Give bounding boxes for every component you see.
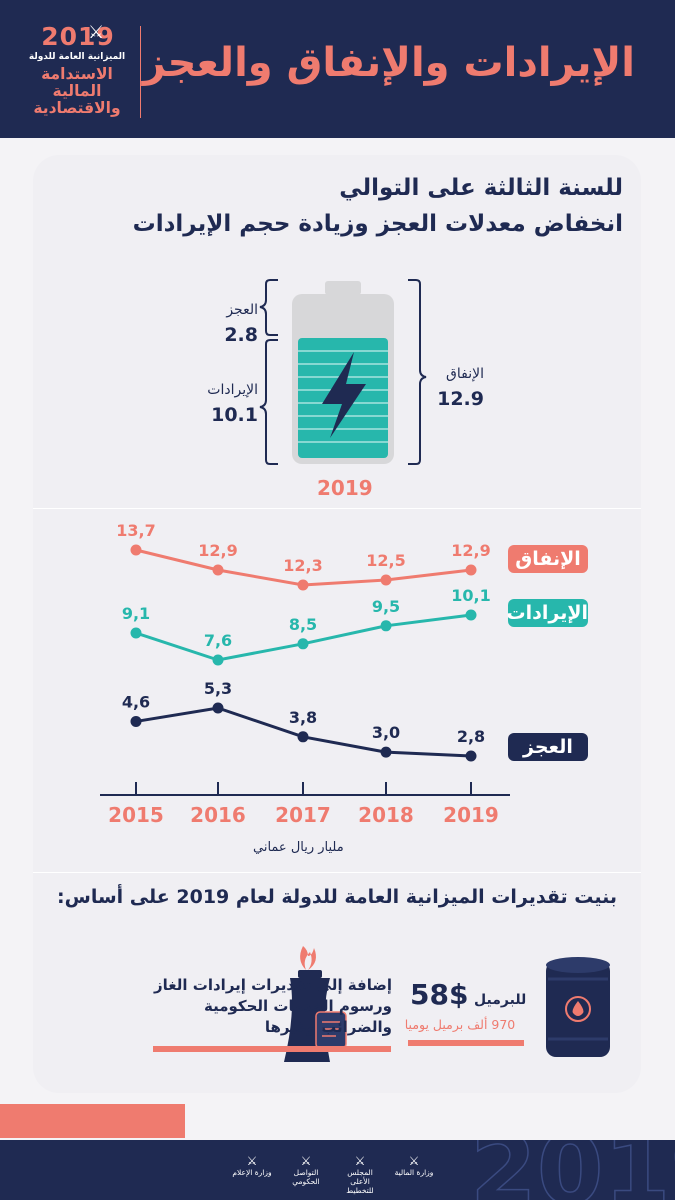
x-tick-label: 2019 [443,803,499,827]
oman-emblem-icon: ⚔ [88,22,105,43]
deficit-bracket [259,279,278,336]
deficit-label-group: العجز 2.8 [210,302,258,346]
data-point [212,564,224,576]
x-tick-label: 2018 [358,803,414,827]
data-label: 9,5 [372,597,400,616]
data-label: 5,3 [204,679,232,698]
x-tick-label: 2016 [190,803,246,827]
emblem-icon: ⚔ [408,1154,420,1168]
data-point [380,746,392,758]
price-unit: للبرميل [474,992,527,1008]
page-title: الإيرادات والإنفاق والعجز [142,40,635,86]
expenditure-value: 12.9 [437,388,484,410]
emblem-icon: ⚔ [300,1154,312,1168]
oil-price: للبرميل $58 [410,978,526,1011]
battery-year: 2019 [317,476,373,500]
ministry-planning: ⚔ المجلس الأعلى للتخطيط [338,1154,382,1195]
data-point [297,638,309,650]
deficit-label: العجز [226,302,258,318]
data-label: 8,5 [289,615,317,634]
subtitle-line-1: للسنة الثالثة على التوالي [339,175,623,201]
data-point [297,731,309,743]
revenue-label: الإيرادات [207,382,258,398]
price-value: $58 [410,978,469,1011]
emblem-icon: ⚔ [246,1154,258,1168]
legend-expenditure: الإنفاق [508,545,588,573]
deficit-value: 2.8 [224,324,258,346]
data-label: 12,5 [366,551,405,570]
data-point [380,574,392,586]
legend-deficit: العجز [508,733,588,761]
data-label: 10,1 [451,586,490,605]
accent-bar [408,1040,524,1046]
data-label: 13,7 [116,521,155,540]
legend-revenue: الإيرادات [507,599,588,627]
ministry-name: وزارة الإعلام [232,1168,272,1177]
header-banner: 2019 ⚔ الميزانية العامة للدولة الاستدامة… [0,0,675,138]
header-separator [140,26,141,118]
data-label: 4,6 [122,692,150,711]
battery-graphic [259,279,427,465]
logo-line-1: الاستدامة [41,65,113,83]
data-label: 3,0 [372,723,400,742]
data-label: 12,3 [283,556,322,575]
section-subtitle: للسنة الثالثة على التوالي انخفاض معدلات … [133,170,623,242]
logo-text: الاستدامة المالية والاقتصادية [18,66,136,117]
x-tick-label: 2017 [275,803,331,827]
battery-terminal [325,281,361,295]
logo-year: 2019 [41,22,115,51]
data-label: 12,9 [198,541,237,560]
data-point [297,579,309,591]
data-label: 3,8 [289,708,317,727]
barrels-per-day: 970 ألف برميل يوميا [404,1017,516,1032]
footer-year: 2019 [469,1140,675,1200]
subtitle-line-2: انخفاض معدلات العجز وزيادة حجم الإيرادات [132,211,623,237]
footer-accent [0,1104,185,1138]
logo-line-3: والاقتصادية [33,99,121,117]
basis-title: بنيت تقديرات الميزانية العامة للدولة لعا… [57,886,617,908]
expenditure-label-group: الإنفاق 12.9 [432,366,484,410]
revenue-label-group: الإيرادات 10.1 [190,382,258,426]
data-label: 2,8 [457,727,485,746]
data-point [465,750,477,762]
revenue-bracket [259,339,278,465]
ministry-name: المجلس الأعلى للتخطيط [346,1168,374,1195]
data-point [130,544,142,556]
footer: 2019 [0,1140,675,1200]
data-point [212,654,224,666]
section-divider [33,508,641,509]
data-point [212,702,224,714]
section-divider [33,872,641,873]
ministry-communication: ⚔ التواصل الحكومي [284,1154,328,1186]
x-tick-label: 2015 [108,803,164,827]
expenditure-label: الإنفاق [446,366,484,382]
line-chart: 13,7 12,9 12,3 12,5 12,9 9,1 7,6 8,5 9,5 10,1 4,6 5… [100,521,510,827]
revenue-value: 10.1 [211,404,258,426]
oil-barrel-icon [546,957,610,1057]
logo-line-2: المالية [52,82,102,100]
data-label: 12,9 [451,541,490,560]
ministry-name: وزارة المالية [394,1168,434,1177]
emblem-icon: ⚔ [354,1154,366,1168]
data-label: 9,1 [122,604,150,623]
ministry-finance: ⚔ وزارة المالية [392,1154,436,1177]
lightning-icon [322,352,366,438]
data-point [465,564,477,576]
accent-bar [153,1046,391,1052]
data-label: 7,6 [204,631,232,650]
additional-revenues-text: إضافة إلى تقديرات إيرادات الغاز ورسوم ال… [154,976,392,1036]
logo-subtitle: الميزانية العامة للدولة [28,52,126,62]
expenditure-bracket [408,279,427,465]
ministry-name: التواصل الحكومي [292,1168,320,1186]
chart-unit-label: مليار ريال عماني [253,840,344,855]
data-point [380,620,392,632]
data-point [465,609,477,621]
ministry-information: ⚔ وزارة الإعلام [230,1154,274,1177]
data-point [130,627,142,639]
data-point [130,715,142,727]
